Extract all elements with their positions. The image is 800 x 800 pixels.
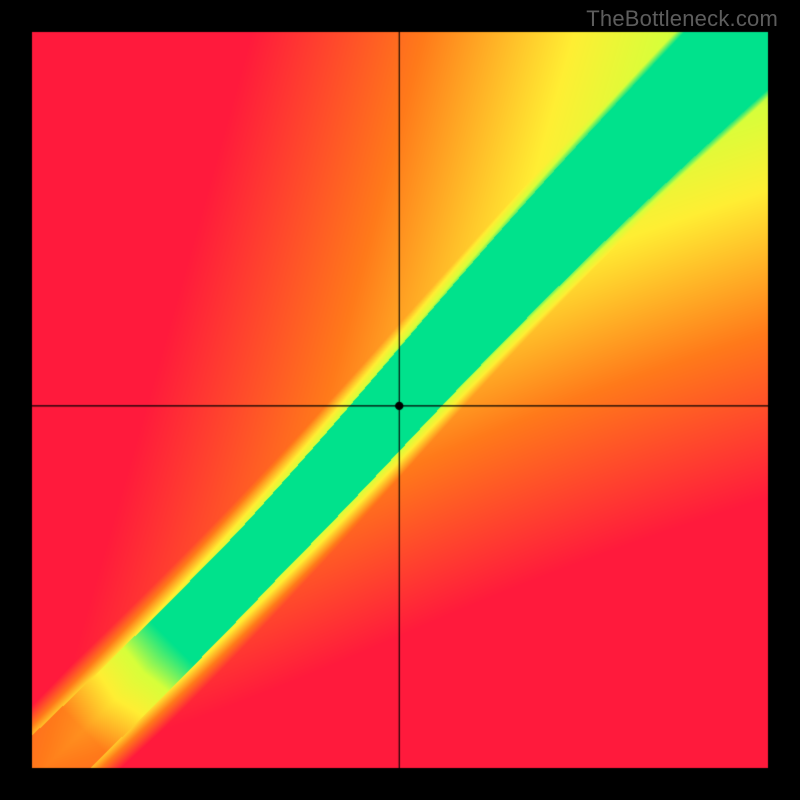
watermark-label: TheBottleneck.com [586, 6, 778, 32]
chart-container: TheBottleneck.com [0, 0, 800, 800]
heatmap-canvas [0, 0, 800, 800]
